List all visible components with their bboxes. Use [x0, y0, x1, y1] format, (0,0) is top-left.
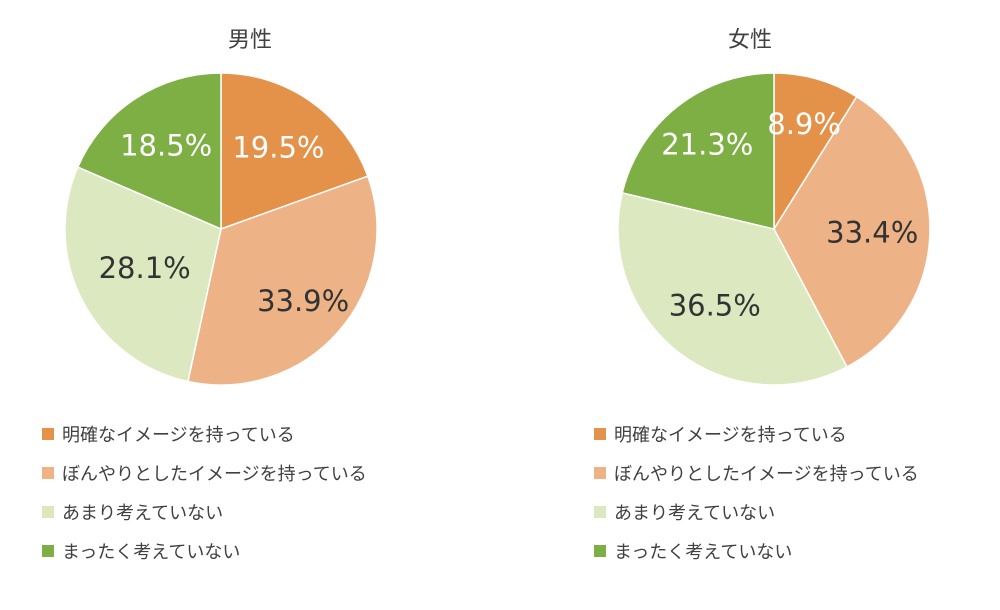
pie-slice: [773, 72, 858, 232]
legend-item: まったく考えていない: [42, 531, 367, 570]
legend-item: 明確なイメージを持っている: [594, 414, 919, 453]
pie-chart-male: 男性 19.5% 33.9% 28.1% 18.5% 明確なイメージを持っている ぼん…: [42, 28, 378, 570]
legend-item: まったく考えていない: [594, 531, 919, 570]
legend-label: まったく考えていない: [614, 541, 793, 563]
slice-value-label: 19.5%: [232, 130, 324, 164]
pie-female-svg: 8.9% 33.4% 36.5% 21.3%: [617, 72, 931, 386]
pie-slice: [773, 95, 931, 368]
slice-value-label: 21.3%: [661, 128, 753, 162]
legend-label: 明確なイメージを持っている: [614, 424, 847, 446]
pie-slice: [187, 175, 378, 386]
legend: 明確なイメージを持っている ぼんやりとしたイメージを持っている あまり考えていな…: [594, 414, 919, 570]
legend-swatch: [594, 544, 606, 557]
pie-male-svg: 19.5% 33.9% 28.1% 18.5%: [64, 72, 378, 386]
pie-slice: [621, 72, 775, 230]
legend-item: 明確なイメージを持っている: [42, 414, 367, 453]
slice-value-label: 8.9%: [767, 107, 841, 141]
pie-slice: [76, 72, 222, 231]
slice-value-label: 28.1%: [99, 251, 191, 285]
legend-item: ぼんやりとしたイメージを持っている: [594, 453, 919, 492]
chart-title: 男性: [227, 28, 272, 53]
pie-slice: [64, 166, 222, 383]
slice-value-label: 18.5%: [120, 129, 212, 163]
legend-item: あまり考えていない: [42, 492, 367, 531]
legend-swatch: [42, 466, 54, 479]
legend-label: ぼんやりとしたイメージを持っている: [62, 463, 367, 485]
legend-item: あまり考えていない: [594, 492, 919, 531]
legend-item: ぼんやりとしたイメージを持っている: [42, 453, 367, 492]
legend: 明確なイメージを持っている ぼんやりとしたイメージを持っている あまり考えていな…: [42, 414, 367, 570]
legend-label: あまり考えていない: [614, 502, 776, 524]
slice-value-label: 33.4%: [826, 216, 918, 250]
legend-swatch: [42, 505, 54, 518]
legend-label: 明確なイメージを持っている: [62, 424, 295, 446]
legend-swatch: [594, 466, 606, 479]
slice-value-label: 33.9%: [257, 284, 349, 318]
chart-title: 女性: [727, 28, 772, 53]
legend-swatch: [42, 427, 54, 440]
pie-slice: [220, 72, 369, 231]
legend-label: まったく考えていない: [62, 541, 241, 563]
legend-label: ぼんやりとしたイメージを持っている: [614, 463, 919, 485]
legend-swatch: [594, 427, 606, 440]
pie-slice: [617, 191, 848, 386]
legend-swatch: [594, 505, 606, 518]
legend-label: あまり考えていない: [62, 502, 224, 524]
pie-chart-female: 女性 8.9% 33.4% 36.5% 21.3% 明確なイメージを持っている ぼんや…: [500, 0, 1000, 610]
legend-swatch: [42, 544, 54, 557]
slice-value-label: 36.5%: [669, 288, 761, 322]
